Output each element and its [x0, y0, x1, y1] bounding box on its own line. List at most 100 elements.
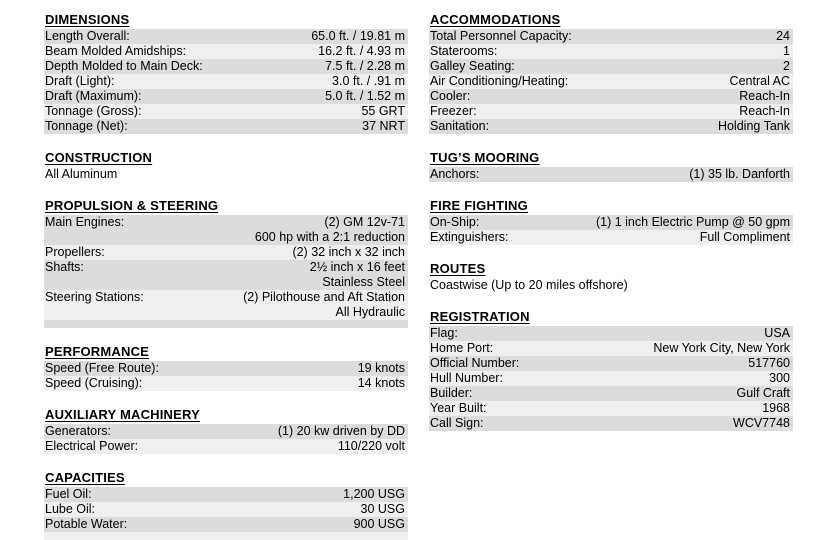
row-label: Main Engines: [45, 215, 125, 229]
row-value: 16.2 ft. / 4.93 m [318, 44, 405, 58]
section-title: CONSTRUCTION [45, 150, 153, 165]
row-label: Galley Seating: [430, 59, 515, 73]
table-row: Sanitation: Holding Tank [429, 119, 793, 134]
row-value: (1) 20 kw driven by DD [277, 424, 405, 438]
row-value: 2 [783, 59, 790, 73]
table-row: Extinguishers: Full Compliment [429, 230, 793, 245]
row-label: Home Port: [430, 341, 494, 355]
row-label: Length Overall: [45, 29, 130, 43]
row-value: 110/220 volt [337, 439, 405, 453]
row-label: Staterooms: [430, 44, 498, 58]
row-label: Year Built: [430, 401, 487, 415]
section-title: CAPACITIES [45, 470, 125, 485]
row-value: (1) 1 inch Electric Pump @ 50 gpm [595, 215, 790, 229]
table-row: Cooler: Reach-In [429, 89, 793, 104]
row-value-continuation: Stainless Steel [322, 275, 405, 289]
section-auxiliary-machinery: AUXILIARY MACHINERY Generators: (1) 20 kw … [44, 407, 408, 454]
row-label: Builder: [430, 386, 473, 400]
section-dimensions: DIMENSIONS Length Overall: 65.0 ft. / 19.8… [44, 12, 408, 134]
row-label: Beam Molded Amidships: [45, 44, 187, 58]
section-performance: PERFORMANCE Speed (Free Route): 19 knots Sp… [44, 344, 408, 391]
row-label: Hull Number: [430, 371, 503, 385]
table-row: Galley Seating: 2 [429, 59, 793, 74]
row-label: Tonnage (Net): [45, 119, 128, 133]
section-title: PROPULSION & STEERING [45, 198, 219, 213]
table-row: Home Port: New York City, New York [429, 341, 793, 356]
row-label: Official Number: [430, 356, 520, 370]
section-tug-s-mooring: TUG’S MOORING Anchors: (1) 35 lb. Danforth [429, 150, 793, 182]
table-row: Total Personnel Capacity: 24 [429, 29, 793, 44]
section-text: All Aluminum [45, 167, 118, 181]
table-row: Freezer: Reach-In [429, 104, 793, 119]
spec-table: Speed (Free Route): 19 knots Speed (Cruisi… [44, 361, 408, 391]
row-value: (1) 35 lb. Danforth [689, 167, 790, 181]
table-row: Beam Molded Amidships: 16.2 ft. / 4.93 m [44, 44, 408, 59]
section-title: ROUTES [430, 261, 486, 276]
row-label: Anchors: [430, 167, 480, 181]
table-row: Call Sign: WCV7748 [429, 416, 793, 431]
row-value: 300 [769, 371, 790, 385]
section-title: AUXILIARY MACHINERY [45, 407, 200, 422]
row-label: Speed (Free Route): [45, 361, 159, 375]
row-value: 2½ inch x 16 feet [309, 260, 405, 274]
row-label: Propellers: [45, 245, 105, 259]
table-row: Tonnage (Net): 37 NRT [44, 119, 408, 134]
table-row-continuation: 600 hp with a 2:1 reduction [44, 230, 408, 245]
section-title: TUG’S MOORING [430, 150, 540, 165]
row-label: Flag: [430, 326, 458, 340]
section-title: FIRE FIGHTING [430, 198, 528, 213]
table-row: Air Conditioning/Heating: Central AC [429, 74, 793, 89]
spec-table: Main Engines: (2) GM 12v-71 600 hp with a … [44, 215, 408, 328]
row-value: Central AC [729, 74, 790, 88]
row-label: Call Sign: [430, 416, 484, 430]
row-label: Generators: [45, 424, 112, 438]
row-value-continuation: 600 hp with a 2:1 reduction [254, 230, 405, 244]
spec-table: On-Ship: (1) 1 inch Electric Pump @ 50 gp… [429, 215, 793, 245]
table-row: Depth Molded to Main Deck: 7.5 ft. / 2.28… [44, 59, 408, 74]
row-label: Fuel Oil: [45, 487, 92, 501]
row-label: Steering Stations: [45, 290, 144, 304]
table-row: Generators: (1) 20 kw driven by DD [44, 424, 408, 439]
row-value: USA [764, 326, 790, 340]
table-tail-band [44, 320, 408, 328]
row-label: Lube Oil: [45, 502, 96, 516]
row-label: Extinguishers: [430, 230, 509, 244]
table-row: Flag: USA [429, 326, 793, 341]
right-column: ACCOMMODATIONS Total Personnel Capacity: 2… [429, 12, 793, 431]
table-row: Anchors: (1) 35 lb. Danforth [429, 167, 793, 182]
row-value: 1 [783, 44, 790, 58]
row-label: Freezer: [430, 104, 477, 118]
row-label: Total Personnel Capacity: [430, 29, 572, 43]
table-row: Steering Stations: (2) Pilothouse and Aft… [44, 290, 408, 305]
row-value: 30 USG [360, 502, 405, 516]
table-row-continuation: Stainless Steel [44, 275, 408, 290]
row-label: Draft (Maximum): [45, 89, 142, 103]
row-value: 517760 [748, 356, 790, 370]
section-title: ACCOMMODATIONS [430, 12, 561, 27]
row-value: 55 GRT [361, 104, 405, 118]
table-row: Speed (Free Route): 19 knots [44, 361, 408, 376]
table-row: Electrical Power: 110/220 volt [44, 439, 408, 454]
table-row: Potable Water: 900 USG [44, 517, 408, 532]
row-value: Reach-In [739, 104, 790, 118]
row-value: WCV7748 [733, 416, 790, 430]
row-value: (2) 32 inch x 32 inch [292, 245, 405, 259]
spec-table: Generators: (1) 20 kw driven by DD Electri… [44, 424, 408, 454]
section-registration: REGISTRATION Flag: USA Home Port: New York C… [429, 309, 793, 431]
table-row: Length Overall: 65.0 ft. / 19.81 m [44, 29, 408, 44]
table-row: Fuel Oil: 1,200 USG [44, 487, 408, 502]
row-value: 65.0 ft. / 19.81 m [311, 29, 405, 43]
section-capacities: CAPACITIES Fuel Oil: 1,200 USG Lube Oil: 30 … [44, 470, 408, 540]
row-value: 1968 [762, 401, 790, 415]
section-construction: CONSTRUCTION All Aluminum [44, 150, 408, 182]
row-value: Full Compliment [699, 230, 790, 244]
table-row: Year Built: 1968 [429, 401, 793, 416]
row-value: Gulf Craft [736, 386, 791, 400]
row-value: 37 NRT [362, 119, 405, 133]
table-tail-band [44, 532, 408, 540]
spec-table: Anchors: (1) 35 lb. Danforth [429, 167, 793, 182]
row-value: Reach-In [739, 89, 790, 103]
row-value-continuation: All Hydraulic [335, 305, 405, 319]
row-label: Speed (Cruising): [45, 376, 143, 390]
